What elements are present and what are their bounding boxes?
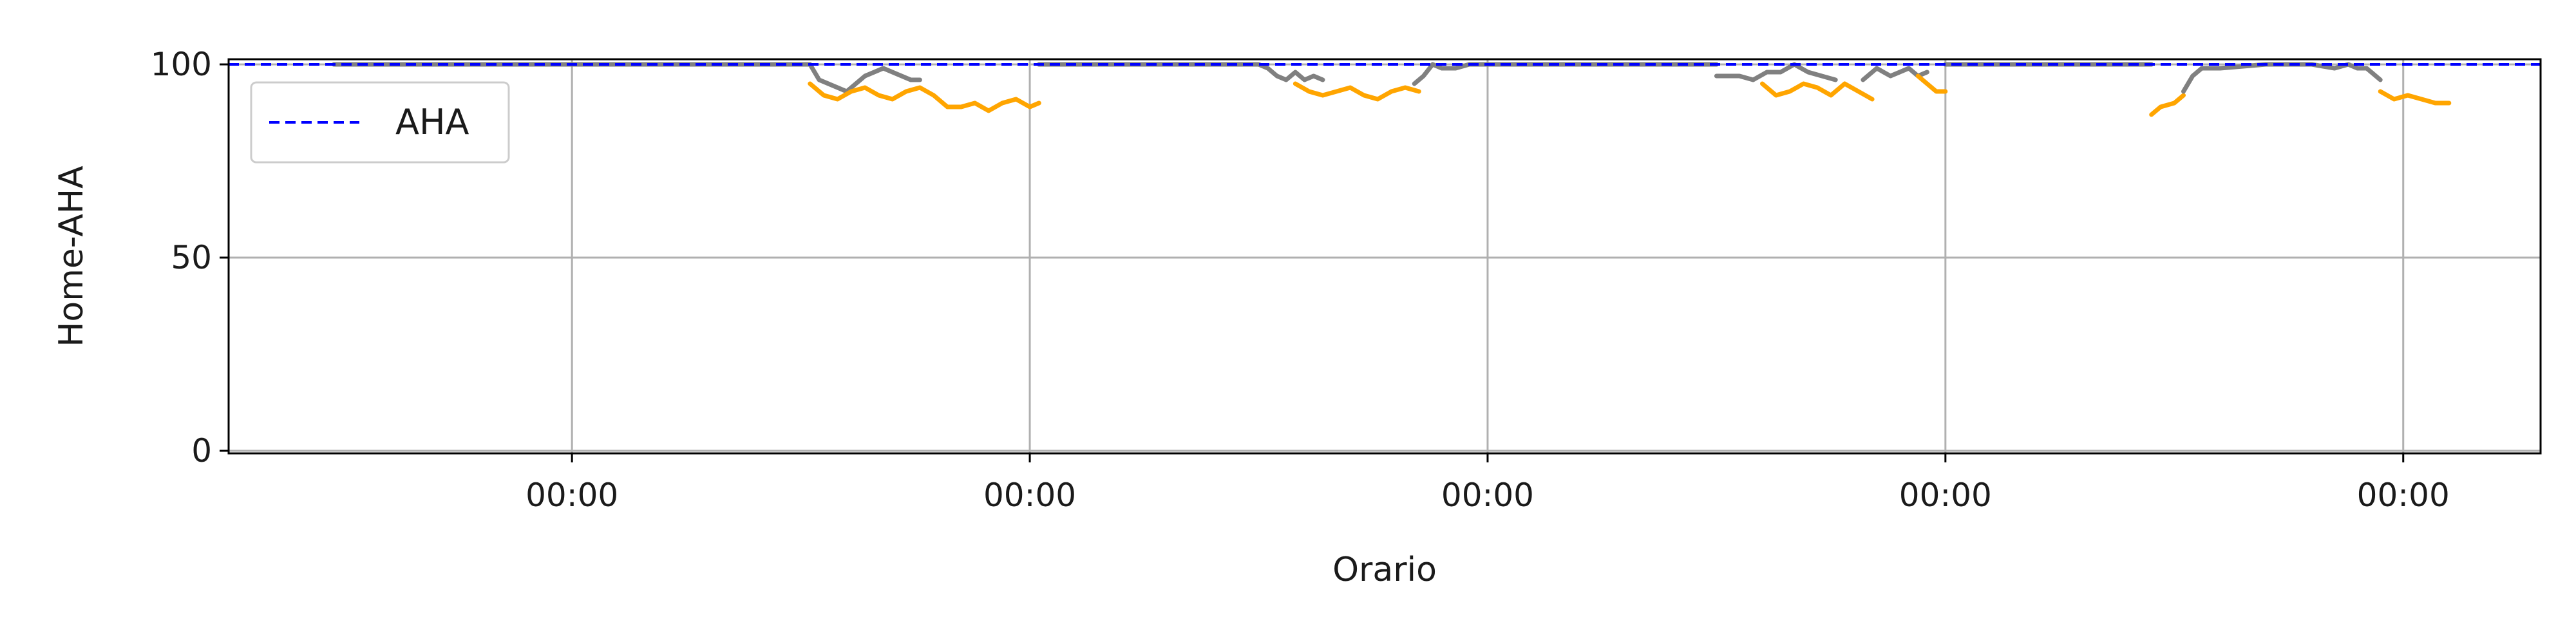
series-line-gray — [2181, 62, 2383, 94]
series-line-orange — [808, 81, 1041, 113]
x-tick-label: 00:00 — [526, 477, 618, 514]
y-tick-label: 50 — [171, 239, 212, 276]
series-line-gray — [799, 62, 922, 94]
legend-label-aha: AHA — [395, 102, 469, 142]
series-line-orange — [1760, 81, 1875, 102]
x-tick-label: 00:00 — [2357, 477, 2450, 514]
y-tick-label: 100 — [151, 46, 212, 83]
ticks: 0 50 100 00:00 00:00 00:00 00:00 00:00 — [151, 46, 2450, 514]
x-tick-label: 00:00 — [1899, 477, 1992, 514]
x-axis-label: Orario — [1332, 551, 1437, 589]
y-tick-label: 0 — [191, 432, 212, 469]
grid — [229, 59, 2541, 453]
plot-frame — [227, 58, 2542, 455]
series-line-orange — [1915, 73, 1948, 94]
series-line-gray — [1412, 62, 1719, 86]
legend: AHA — [250, 81, 510, 164]
series-line-orange — [2378, 89, 2452, 106]
series-line-gray — [1714, 62, 1838, 82]
series-line-orange — [2149, 93, 2186, 117]
series-line-gray — [1036, 62, 1325, 82]
series-line-orange — [1293, 81, 1421, 102]
x-tick-label: 00:00 — [983, 477, 1076, 514]
y-axis-label: Home-AHA — [52, 166, 91, 347]
series-group — [332, 62, 2452, 117]
legend-box — [250, 81, 510, 164]
x-tick-label: 00:00 — [1441, 477, 1534, 514]
